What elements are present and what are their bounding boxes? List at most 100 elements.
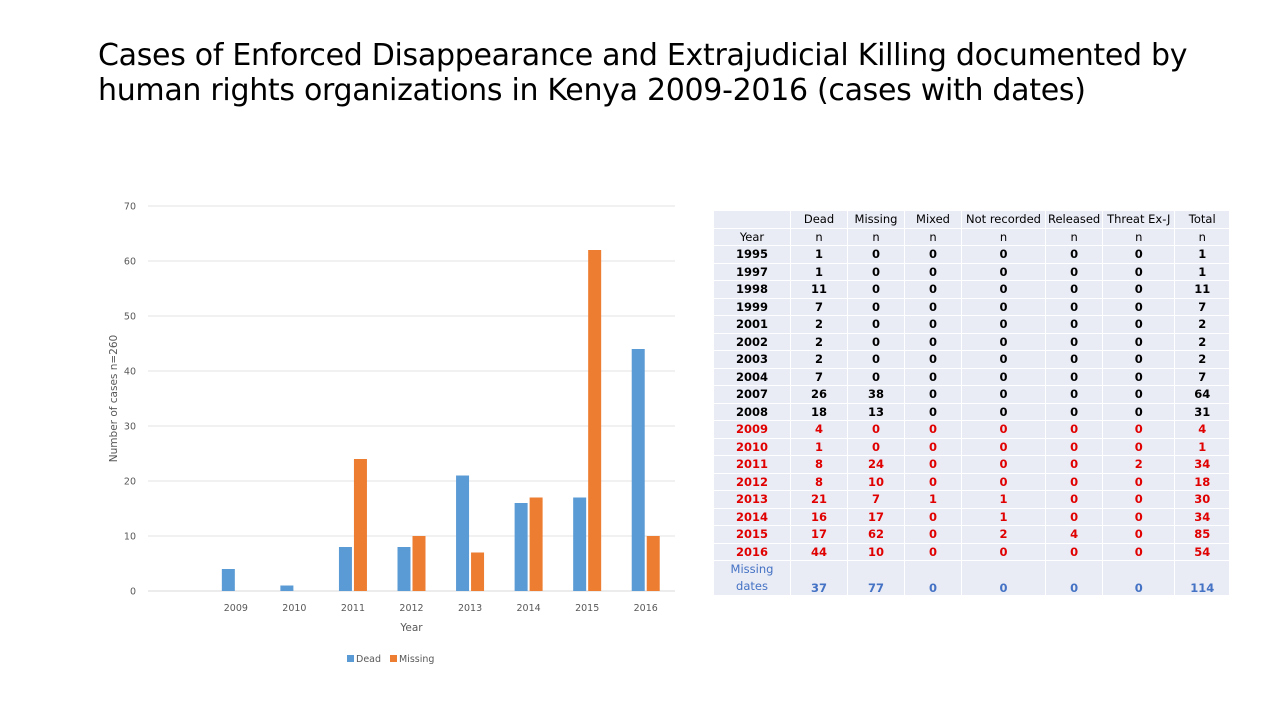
x-tick-label: 2009: [224, 603, 248, 614]
cases-table: Dead Missing Mixed Not recorded Released Thre…: [713, 210, 1231, 596]
table-value-cell: 0: [1044, 245, 1104, 264]
table-value-cell: 2: [961, 525, 1046, 544]
table-year-cell: 2012: [713, 472, 791, 491]
table-value-cell: 1: [1174, 262, 1231, 281]
table-value-cell: 0: [1044, 560, 1104, 596]
table-value-cell: 4: [1044, 525, 1104, 544]
table-row: 2015 17 62 0 2 4 0 85: [713, 525, 1231, 544]
table-value-cell: 1: [904, 490, 962, 509]
table-row: 2007 26 38 0 0 0 0 64: [713, 385, 1231, 404]
table-value-cell: 0: [904, 262, 962, 281]
y-tick-label: 40: [124, 367, 136, 378]
table-value-cell: 0: [1102, 315, 1176, 334]
table-year-cell: 2010: [713, 437, 791, 456]
bar-chart: 0 10 20 30 40 50 60 70 2009 2010 2011 2012 2013 2014 2…: [108, 202, 675, 665]
table-value-cell: 0: [1102, 420, 1176, 439]
table-subheader-cell: n: [847, 227, 905, 246]
table-value-cell: 0: [904, 280, 962, 299]
table-year-cell: 2004: [713, 367, 791, 386]
table-value-cell: 0: [1102, 245, 1176, 264]
table-row: 2014 16 17 0 1 0 0 34: [713, 507, 1231, 526]
table-value-cell: 0: [904, 367, 962, 386]
table-value-cell: 0: [1044, 297, 1104, 316]
table-value-cell: 7: [1174, 297, 1231, 316]
table-value-cell: 10: [847, 472, 905, 491]
table-value-cell: 0: [1044, 402, 1104, 421]
slide-title: Cases of Enforced Disappearance and Extr…: [98, 38, 1188, 108]
table-value-cell: 0: [1044, 437, 1104, 456]
table-value-cell: 0: [1044, 385, 1104, 404]
bar-missing: [646, 536, 660, 591]
table-year-cell: 2013: [713, 490, 791, 509]
table-value-cell: 0: [847, 315, 905, 334]
table-value-cell: 10: [847, 542, 905, 561]
table-row: 1998 11 0 0 0 0 0 11: [713, 280, 1231, 299]
table-year-cell: 1997: [713, 262, 791, 281]
table-value-cell: 0: [904, 332, 962, 351]
table-row: 2010 1 0 0 0 0 0 1: [713, 437, 1231, 456]
table-value-cell: 0: [1102, 472, 1176, 491]
table-year-cell: 2003: [713, 350, 791, 369]
table-value-cell: 54: [1174, 542, 1231, 561]
table-value-cell: 0: [961, 332, 1046, 351]
table-row: 2008 18 13 0 0 0 0 31: [713, 402, 1231, 421]
table-value-cell: 0: [904, 525, 962, 544]
table-value-cell: 0: [847, 367, 905, 386]
table-row: 1997 1 0 0 0 0 0 1: [713, 262, 1231, 281]
table-year-cell: 2016: [713, 542, 791, 561]
table-value-cell: 0: [1102, 402, 1176, 421]
table-value-cell: 0: [904, 437, 962, 456]
x-tick-label: 2010: [282, 603, 306, 614]
table-row: 2009 4 0 0 0 0 0 4: [713, 420, 1231, 439]
table-value-cell: 0: [904, 472, 962, 491]
table-value-cell: 18: [1174, 472, 1231, 491]
legend-swatch-missing: [390, 655, 397, 662]
table-subheader-cell: n: [904, 227, 962, 246]
table-header-cell: Total: [1174, 210, 1231, 229]
table-value-cell: 1: [790, 437, 848, 456]
table-value-cell: 0: [904, 420, 962, 439]
table-value-cell: 0: [1102, 385, 1176, 404]
table-value-cell: 0: [1044, 350, 1104, 369]
table-row: 2013 21 7 1 1 0 0 30: [713, 490, 1231, 509]
table-value-cell: 13: [847, 402, 905, 421]
table-value-cell: 0: [961, 472, 1046, 491]
table-value-cell: 0: [961, 560, 1046, 596]
table-value-cell: 2: [790, 315, 848, 334]
table-value-cell: 21: [790, 490, 848, 509]
table-row: 2016 44 10 0 0 0 0 54: [713, 542, 1231, 561]
table-header-cell: Missing: [847, 210, 905, 229]
table-value-cell: 2: [1174, 315, 1231, 334]
table-value-cell: 0: [1102, 437, 1176, 456]
table-value-cell: 0: [1102, 280, 1176, 299]
table-value-cell: 0: [961, 437, 1046, 456]
table-value-cell: 1: [1174, 437, 1231, 456]
table-row: 2002 2 0 0 0 0 0 2: [713, 332, 1231, 351]
bar-dead: [456, 475, 470, 591]
table-value-cell: 0: [847, 297, 905, 316]
legend-swatch-dead: [347, 655, 354, 662]
table-value-cell: 7: [1174, 367, 1231, 386]
table-value-cell: 0: [1102, 507, 1176, 526]
legend-label: Missing: [399, 654, 434, 665]
table-value-cell: 0: [1044, 542, 1104, 561]
table-value-cell: 0: [1044, 280, 1104, 299]
table-value-cell: 0: [904, 402, 962, 421]
table-value-cell: 0: [904, 455, 962, 474]
table-row-missing-dates: Missing dates 37 77 0 0 0 0 114: [713, 560, 1231, 596]
table-value-cell: 0: [961, 315, 1046, 334]
table-value-cell: 7: [790, 367, 848, 386]
table-subheader-cell: n: [1044, 227, 1104, 246]
x-tick-label: 2014: [517, 603, 541, 614]
table-value-cell: 0: [961, 420, 1046, 439]
bar-dead: [631, 349, 645, 591]
table-value-cell: 0: [1044, 472, 1104, 491]
table-value-cell: 24: [847, 455, 905, 474]
missing-dates-label: Missing dates: [713, 560, 791, 596]
table-value-cell: 0: [1044, 332, 1104, 351]
bar-missing: [588, 250, 602, 591]
table-value-cell: 17: [790, 525, 848, 544]
table-value-cell: 1: [961, 490, 1046, 509]
table-value-cell: 0: [904, 385, 962, 404]
table-value-cell: 0: [961, 385, 1046, 404]
